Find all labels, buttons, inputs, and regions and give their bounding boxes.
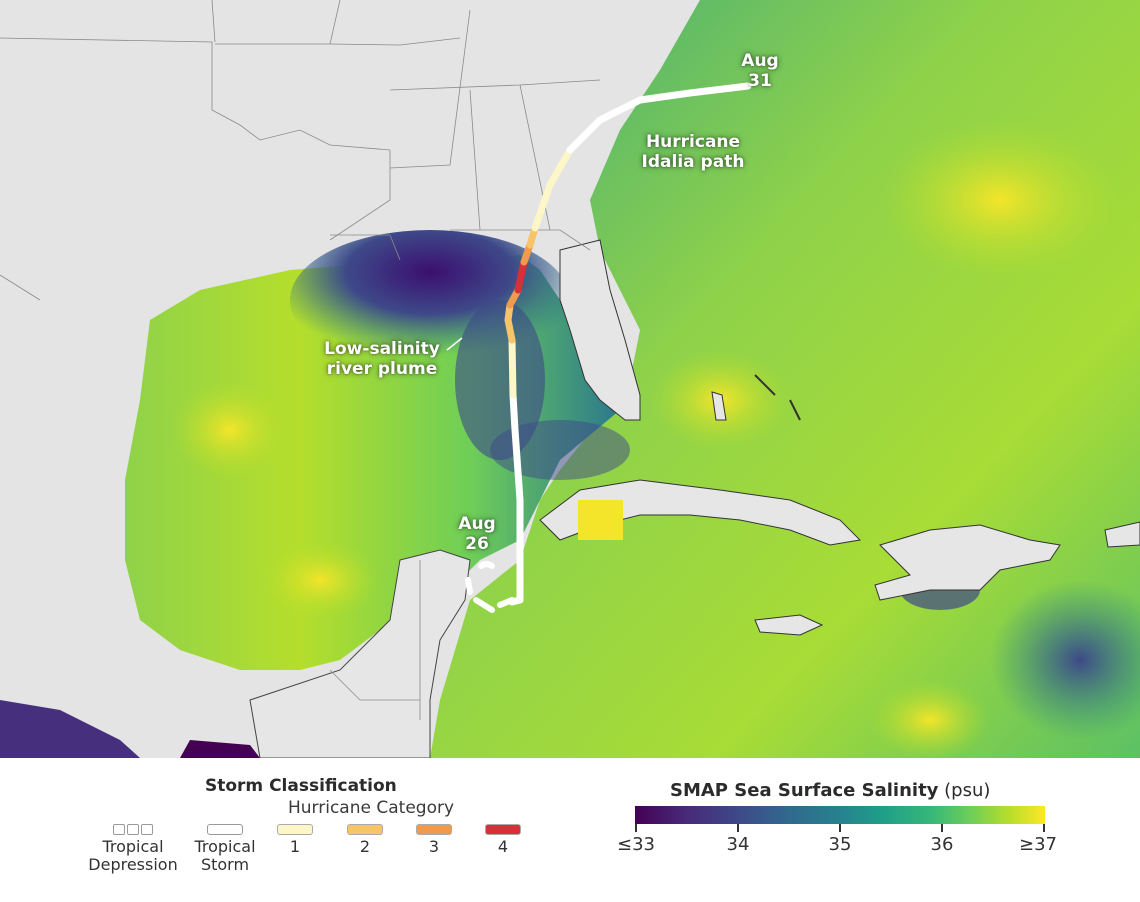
legend-category-4: 4 [458,824,548,856]
legend-item-label: Depression [88,854,178,874]
plume-label-line1: Low-salinity [324,339,440,359]
colorbar-tick [635,824,637,832]
legend-item-label: 4 [497,837,509,856]
track-swatch-icon [485,824,521,835]
legend-item-label: Tropical [102,837,164,856]
legend-tropical-depression: Tropical Depression [88,824,178,873]
map-graphic [0,0,1140,758]
legend-item-label: Storm [200,854,250,874]
legend-item-label: 1 [289,837,301,856]
aug26-label: Aug 26 [452,514,502,554]
legend-category-2: 2 [320,824,410,856]
path-label-line2: Idalia path [641,151,745,172]
legend-category-3: 3 [389,824,479,856]
hurricane-path-label: Hurricane Idalia path [618,132,768,172]
salinity-title: SMAP Sea Surface Salinity [670,780,939,801]
aug31-label: Aug 31 [735,51,785,91]
salinity-unit: (psu) [944,780,991,801]
plume-label-line2: river plume [326,358,438,379]
colorbar-tick [737,824,739,832]
aug26-month: Aug [458,514,496,534]
colorbar-tick [1043,824,1045,832]
path-label-line1: Hurricane [645,132,741,152]
aug31-day: 31 [748,70,772,91]
hurricane-category-subtitle: Hurricane Category [288,798,455,818]
salinity-colorbar [635,806,1045,824]
colorbar-tick-label: ≥37 [1019,834,1057,855]
track-swatch-icon [277,824,313,835]
aug31-month: Aug [741,51,779,71]
aug26-day: 26 [465,533,489,554]
track-swatch-icon [347,824,383,835]
salinity-map: Aug 31 Hurricane Idalia path Low-salinit… [0,0,1140,758]
legend-item-label: 3 [428,837,440,856]
colorbar-tick-label: 36 [930,834,954,855]
legend-tropical-storm: Tropical Storm [180,824,270,873]
legend-item-label: Tropical [194,837,256,856]
colorbar-tick-label: 35 [828,834,852,855]
storm-legend-title: Storm Classification [205,776,397,796]
track-swatch-icon [416,824,452,835]
dashed-track-swatch-icon [88,824,178,835]
colorbar-tick-label: 34 [726,834,750,855]
colorbar-tick-label: ≤33 [617,834,655,855]
colorbar-tick [839,824,841,832]
salinity-legend-title: SMAP Sea Surface Salinity (psu) [670,780,990,801]
river-plume-label: Low-salinity river plume [312,339,452,379]
legend-item-label: 2 [359,837,371,856]
legend-category-1: 1 [250,824,340,856]
legend: Storm Classification Hurricane Category … [0,758,1140,902]
track-swatch-icon [207,824,243,835]
colorbar-tick [941,824,943,832]
